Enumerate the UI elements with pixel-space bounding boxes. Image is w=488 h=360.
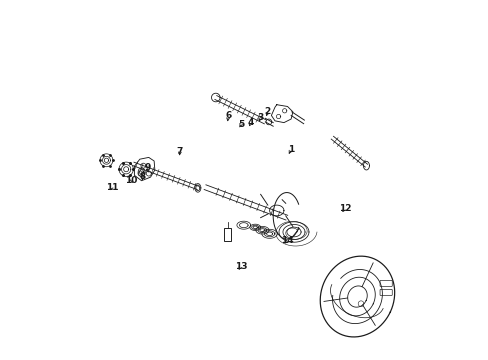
Text: 8: 8 — [139, 172, 145, 181]
Text: 11: 11 — [105, 183, 118, 192]
Text: 4: 4 — [247, 118, 254, 127]
Text: 3: 3 — [257, 113, 263, 122]
Text: 13: 13 — [234, 262, 246, 271]
Text: 14: 14 — [281, 237, 293, 246]
Text: 9: 9 — [144, 163, 151, 172]
Text: 5: 5 — [237, 120, 244, 129]
Text: 1: 1 — [287, 145, 294, 154]
Text: 10: 10 — [125, 176, 138, 185]
Text: 2: 2 — [264, 107, 270, 116]
Text: 7: 7 — [176, 147, 183, 156]
Text: 6: 6 — [225, 111, 231, 120]
Text: 12: 12 — [338, 204, 350, 213]
